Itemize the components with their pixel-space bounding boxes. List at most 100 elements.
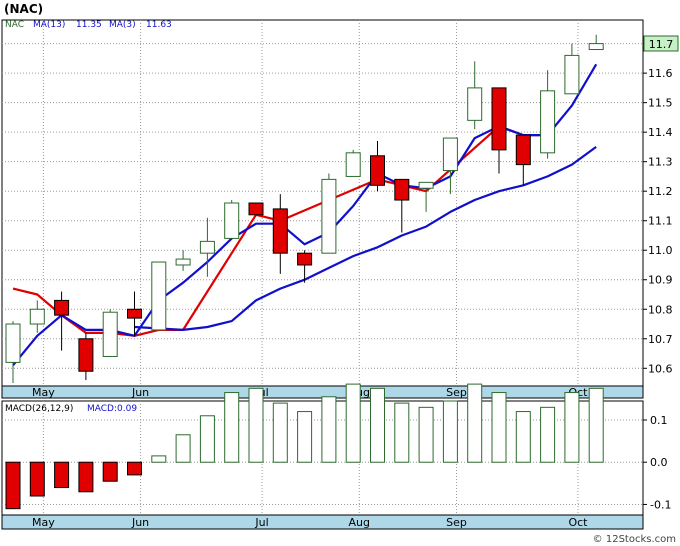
macd-bar-negative [127,461,142,476]
macd-y-tick-label: 0.1 [650,414,668,427]
candle-body [588,43,604,51]
macd-month-label: Jun [131,516,149,529]
candle-up [418,181,434,212]
price-month-label: Jun [131,386,149,399]
macd-bar-positive [224,392,240,463]
price-y-tick-label: 11.1 [648,215,673,228]
candle-up [29,300,45,333]
macd-bar-positive [515,411,531,463]
legend-ma-long-value: 11.35 [76,20,102,30]
macd-bar-positive [199,415,215,463]
candle-body [442,137,458,172]
macd-label: MACD(26,12,9) [5,404,73,414]
price-month-label: May [32,386,55,399]
price-y-tick-label: 11.0 [648,244,673,257]
candle-up [467,61,483,130]
candle-body [54,299,70,316]
macd-bar-positive [321,396,337,463]
price-y-tick-label: 11.4 [648,126,673,139]
price-grid [2,20,643,386]
price-y-tick-label: 10.6 [648,362,673,375]
candle-body [78,338,94,372]
candle-body [29,308,45,325]
macd-bar-negative [5,461,21,510]
macd-bar-positive [540,406,556,463]
macd-month-band [1,514,644,530]
price-y-tick-label: 10.8 [648,303,673,316]
price-y-tick-label: 11.5 [648,97,673,110]
last-price-badge-text: 11.7 [649,38,674,51]
candle-body [491,87,507,151]
macd-bar-positive [394,402,410,463]
price-panel: 10.6 10.7 10.8 10.9 11.0 11.1 11.2 11.3 11.4 11.5… [1,2,679,399]
candle-body [564,54,580,95]
candle-down [248,202,264,216]
candle-body [321,178,337,254]
macd-bar-positive [564,392,580,463]
price-y-tick-label: 10.7 [648,333,673,346]
candle-body [418,181,434,189]
candle-body [394,178,410,201]
macd-bar-positive [491,392,507,463]
candle-body [248,202,264,216]
ma-long-line [134,146,597,331]
macd-bar-positive [588,387,604,463]
candle-up [588,34,604,51]
candle-down [394,178,410,233]
price-y-tick-label: 10.9 [648,274,673,287]
macd-y-tick-label: 0.0 [650,456,668,469]
candle-body [297,252,313,266]
macd-month-label: Jul [254,516,268,529]
macd-bar-negative [29,461,45,497]
macd-bar-positive [297,411,313,463]
candle-down [297,250,313,283]
price-month-label: Sep [446,386,467,399]
candle-up [175,250,191,271]
legend-ma-long-label: MA(13) [33,20,65,30]
macd-bar-positive [272,402,288,463]
candle-body [272,208,288,254]
candle-up [564,43,580,95]
candle-body [102,311,118,357]
macd-y-tick-label: -0.1 [650,498,671,511]
candle-body [467,87,483,121]
candle-down [515,134,531,186]
macd-month-labels: May Jun Jul Aug Sep Oct [32,516,588,529]
candle-down [491,87,507,174]
candle-up [345,149,361,177]
candle-up [102,309,118,357]
candle-body [5,323,21,363]
macd-bar-positive [418,406,434,463]
candle-body [515,134,531,166]
candle-up [224,200,240,239]
candle-up [442,137,458,195]
price-y-tick-label: 11.2 [648,185,673,198]
macd-bar-negative [102,461,118,482]
macd-y-ticks: -0.1 0.0 0.1 [643,414,671,511]
legend-name: NAC [5,20,24,30]
last-price-badge-box [643,35,679,52]
macd-month-label: Aug [349,516,370,529]
macd-value-label: MACD:0.09 [87,404,137,414]
macd-bar-positive [467,383,483,463]
macd-bars [5,383,604,510]
chart-title: (NAC) [4,2,43,16]
macd-month-label: Sep [446,516,467,529]
legend-ma-short-value: 11.63 [146,20,172,30]
macd-panel: -0.1 0.0 0.1 May Jun Jul Aug Sep Oct MACD(26,12… [1,383,671,530]
candle-body [151,261,167,331]
last-price-badge: 11.7 [643,35,679,52]
candle-body [370,155,385,186]
candle-up [321,173,337,254]
candle-down [127,291,142,336]
price-month-band [1,385,644,399]
price-y-tick-label: 11.6 [648,67,673,80]
candle-body [127,308,142,319]
candle-body [540,90,556,154]
candle-body [199,240,215,254]
candles [5,34,604,384]
candle-body [345,152,361,177]
macd-bar-positive [442,400,458,463]
candle-up [540,70,556,159]
